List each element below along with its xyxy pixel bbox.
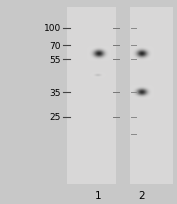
Text: 2: 2 xyxy=(138,190,145,200)
Bar xyxy=(116,8,130,184)
Text: 100: 100 xyxy=(44,24,61,33)
Bar xyxy=(67,8,173,184)
Text: 1: 1 xyxy=(95,190,102,200)
Text: 25: 25 xyxy=(50,113,61,122)
Text: 55: 55 xyxy=(50,56,61,65)
Text: 70: 70 xyxy=(50,41,61,50)
Text: 35: 35 xyxy=(50,88,61,97)
